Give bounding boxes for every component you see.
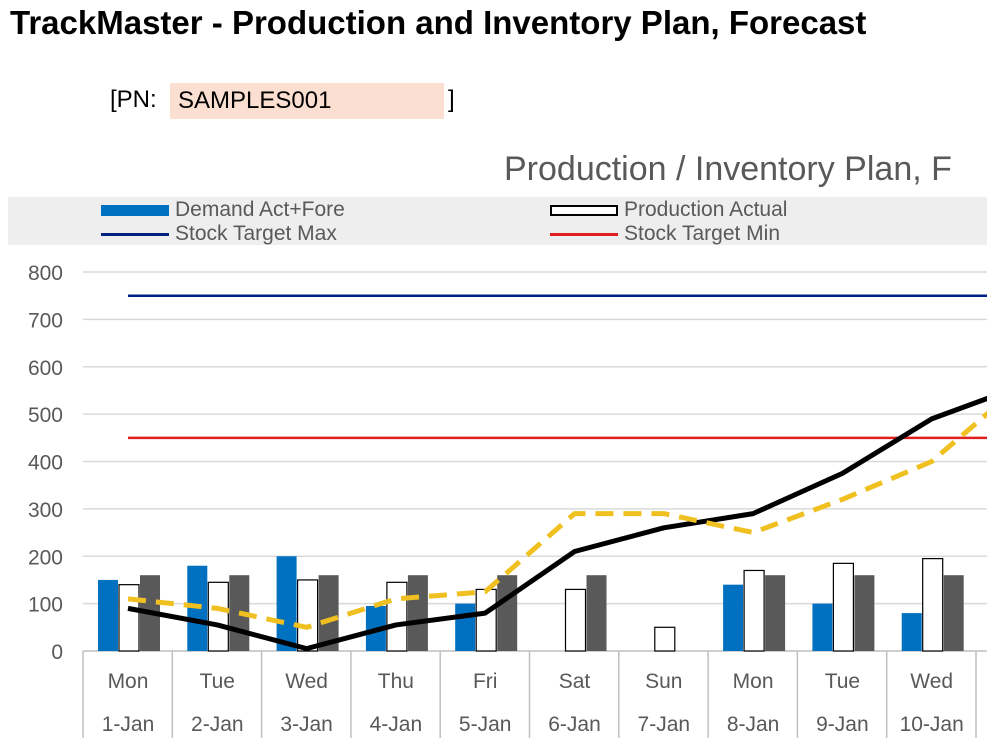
legend-item-stock-max: Stock Target Max xyxy=(101,222,337,246)
bar xyxy=(475,588,497,652)
bar xyxy=(497,575,518,651)
x-tick-label-date: 1-Jan xyxy=(102,713,155,736)
x-tick-label-date: 7-Jan xyxy=(638,713,691,736)
series-line xyxy=(127,395,987,652)
legend-item-stock-min: Stock Target Min xyxy=(550,222,780,246)
part-number-input[interactable]: SAMPLES001 xyxy=(170,83,444,119)
legend-swatch-stock-max xyxy=(101,232,169,236)
legend-swatch-stock-min xyxy=(550,232,618,236)
legend-swatch-demand xyxy=(101,204,169,216)
bar xyxy=(118,584,140,652)
series-line xyxy=(127,410,987,630)
bar xyxy=(943,575,964,651)
bar xyxy=(654,626,676,652)
bar xyxy=(297,579,319,652)
x-tick-label-date: 5-Jan xyxy=(459,713,512,736)
bar xyxy=(832,562,855,652)
bar xyxy=(455,603,476,651)
y-tick-label: 300 xyxy=(28,499,63,522)
y-tick-label: 800 xyxy=(28,262,63,285)
chart-title: Production / Inventory Plan, F xyxy=(504,150,952,188)
legend-item-demand: Demand Act+Fore xyxy=(101,198,345,222)
bar xyxy=(386,581,408,652)
legend-item-production: Production Actual xyxy=(550,198,787,222)
legend-label-stock-min: Stock Target Min xyxy=(624,222,781,245)
bar xyxy=(765,575,786,651)
bar xyxy=(586,575,607,651)
bar xyxy=(723,584,744,651)
bar xyxy=(901,613,922,651)
part-number-label: [PN: xyxy=(110,86,157,113)
bar xyxy=(407,575,428,651)
bar xyxy=(812,603,833,651)
y-tick-label: 500 xyxy=(28,404,63,427)
bar xyxy=(276,556,297,651)
part-number-close-bracket: ] xyxy=(448,86,455,113)
x-tick-label-date: 8-Jan xyxy=(727,713,780,736)
y-tick-label: 100 xyxy=(28,594,63,617)
x-tick-label-day: Wed xyxy=(910,670,953,693)
bar xyxy=(854,575,875,651)
x-tick-label-date: 10-Jan xyxy=(900,713,964,736)
x-tick-label-day: Tue xyxy=(825,670,860,693)
x-tick-label-day: Tue xyxy=(200,670,235,693)
legend-swatch-production xyxy=(550,204,618,216)
y-tick-label: 700 xyxy=(28,309,63,332)
legend-label-stock-max: Stock Target Max xyxy=(175,222,337,245)
x-tick-label-day: Sun xyxy=(645,670,682,693)
x-tick-label-day: Mon xyxy=(108,670,149,693)
y-tick-label: 200 xyxy=(28,546,63,569)
y-tick-label: 600 xyxy=(28,357,63,380)
x-tick-label-day: Wed xyxy=(285,670,328,693)
x-tick-label-day: Sat xyxy=(559,670,591,693)
x-tick-label-day: Fri xyxy=(473,670,498,693)
bar xyxy=(743,569,765,652)
x-tick-label-date: 2-Jan xyxy=(191,713,244,736)
x-tick-label-day: Mon xyxy=(733,670,774,693)
y-tick-label: 400 xyxy=(28,452,63,475)
bar xyxy=(98,579,118,651)
x-tick-label-date: 3-Jan xyxy=(280,713,333,736)
x-tick-label-date: 4-Jan xyxy=(370,713,423,736)
bar xyxy=(207,581,229,652)
bar xyxy=(922,558,944,652)
x-tick-label-date: 6-Jan xyxy=(548,713,601,736)
x-tick-label-date: 9-Jan xyxy=(816,713,869,736)
legend-label-demand: Demand Act+Fore xyxy=(175,198,345,221)
y-tick-label: 0 xyxy=(51,641,63,664)
bar xyxy=(564,588,587,652)
bar xyxy=(318,575,339,651)
legend-label-production: Production Actual xyxy=(624,198,788,221)
chart-legend: Demand Act+Fore Production Actual Stock … xyxy=(8,197,987,245)
page-title: TrackMaster - Production and Inventory P… xyxy=(10,4,867,41)
x-tick-label-day: Thu xyxy=(378,670,414,693)
